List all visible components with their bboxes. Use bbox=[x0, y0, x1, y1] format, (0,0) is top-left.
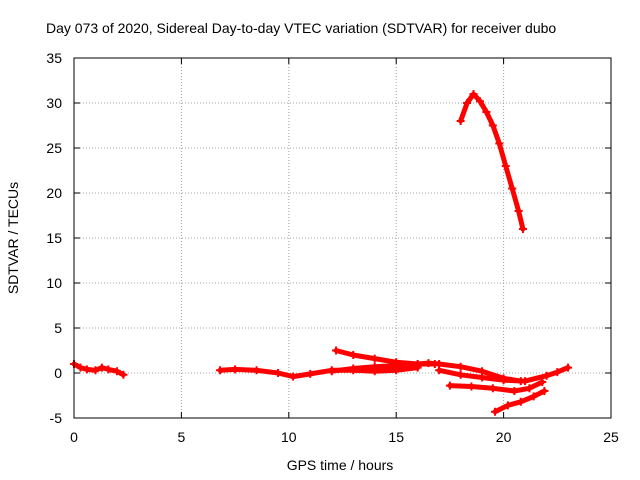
x-tick-label: 15 bbox=[388, 429, 404, 445]
x-axis-label: GPS time / hours bbox=[287, 457, 394, 473]
y-tick-label: 25 bbox=[46, 140, 62, 156]
data-point bbox=[289, 372, 298, 381]
data-point bbox=[112, 367, 121, 376]
data-point bbox=[332, 346, 341, 355]
data-point bbox=[392, 361, 401, 370]
data-point bbox=[327, 367, 336, 376]
y-tick-label: 0 bbox=[54, 365, 62, 381]
data-point bbox=[104, 365, 113, 374]
x-tick-label: 10 bbox=[281, 429, 297, 445]
data-point bbox=[424, 359, 433, 368]
data-point bbox=[495, 139, 504, 148]
data-point bbox=[469, 90, 478, 98]
data-point bbox=[501, 162, 510, 170]
data-point bbox=[491, 407, 500, 416]
data-point bbox=[508, 184, 517, 193]
data-point bbox=[76, 363, 85, 372]
chart-title: Day 073 of 2020, Sidereal Day-to-day VTE… bbox=[46, 20, 556, 36]
data-point bbox=[91, 366, 100, 375]
data-point bbox=[463, 99, 472, 107]
data-point bbox=[482, 108, 491, 116]
grid-layer bbox=[74, 58, 611, 418]
data-point bbox=[540, 387, 549, 395]
data-point bbox=[542, 371, 551, 380]
series-track-f bbox=[445, 378, 547, 395]
data-point bbox=[119, 370, 128, 379]
data-point bbox=[564, 363, 573, 372]
data-point bbox=[525, 384, 534, 393]
y-tick-label: 20 bbox=[46, 185, 62, 201]
x-tick-label: 20 bbox=[496, 429, 512, 445]
data-point bbox=[82, 365, 91, 374]
series-track-h bbox=[456, 90, 527, 233]
y-tick-label: -5 bbox=[50, 410, 63, 426]
data-point bbox=[456, 117, 465, 125]
data-point bbox=[445, 381, 454, 390]
data-point bbox=[413, 360, 422, 368]
y-axis-label: SDTVAR / TECUs bbox=[5, 182, 21, 294]
data-point bbox=[435, 366, 444, 375]
data-point bbox=[349, 351, 358, 359]
data-point bbox=[456, 370, 465, 379]
data-point bbox=[370, 362, 379, 371]
data-point bbox=[510, 387, 519, 395]
series-track-a bbox=[70, 360, 128, 379]
data-point bbox=[306, 369, 315, 378]
data-point bbox=[97, 363, 106, 372]
data-point bbox=[503, 401, 512, 410]
data-point bbox=[456, 362, 465, 371]
y-tick-label: 30 bbox=[46, 95, 62, 111]
x-tick-label: 5 bbox=[178, 429, 186, 445]
data-point bbox=[521, 377, 530, 386]
data-point bbox=[274, 369, 283, 377]
data-point bbox=[488, 121, 497, 130]
y-tick-label: 5 bbox=[54, 320, 62, 336]
data-point bbox=[499, 376, 508, 385]
data-point bbox=[553, 368, 562, 377]
data-point bbox=[514, 207, 523, 215]
x-tick-label: 25 bbox=[603, 429, 619, 445]
data-point bbox=[478, 373, 487, 382]
series-track-e bbox=[435, 363, 573, 386]
y-tick-label: 35 bbox=[46, 50, 62, 66]
data-point bbox=[216, 366, 225, 375]
x-tick-label: 0 bbox=[70, 429, 78, 445]
series-track-g bbox=[491, 387, 549, 416]
data-point bbox=[538, 378, 547, 386]
data-point bbox=[529, 392, 538, 401]
data-point bbox=[516, 397, 525, 406]
series-track-d bbox=[327, 359, 525, 386]
series-layer bbox=[70, 90, 573, 416]
data-point bbox=[252, 366, 261, 375]
data-point bbox=[518, 225, 527, 233]
data-point bbox=[231, 365, 240, 374]
data-point bbox=[370, 354, 379, 363]
data-point bbox=[467, 382, 476, 391]
data-point bbox=[349, 364, 358, 373]
data-point bbox=[475, 97, 484, 106]
y-tick-label: 10 bbox=[46, 275, 62, 291]
data-point bbox=[488, 384, 497, 393]
tick-layer: 0 5 10 15 20 25 -5 0 5 10 15 20 25 30 35 bbox=[46, 50, 619, 445]
y-tick-label: 15 bbox=[46, 230, 62, 246]
